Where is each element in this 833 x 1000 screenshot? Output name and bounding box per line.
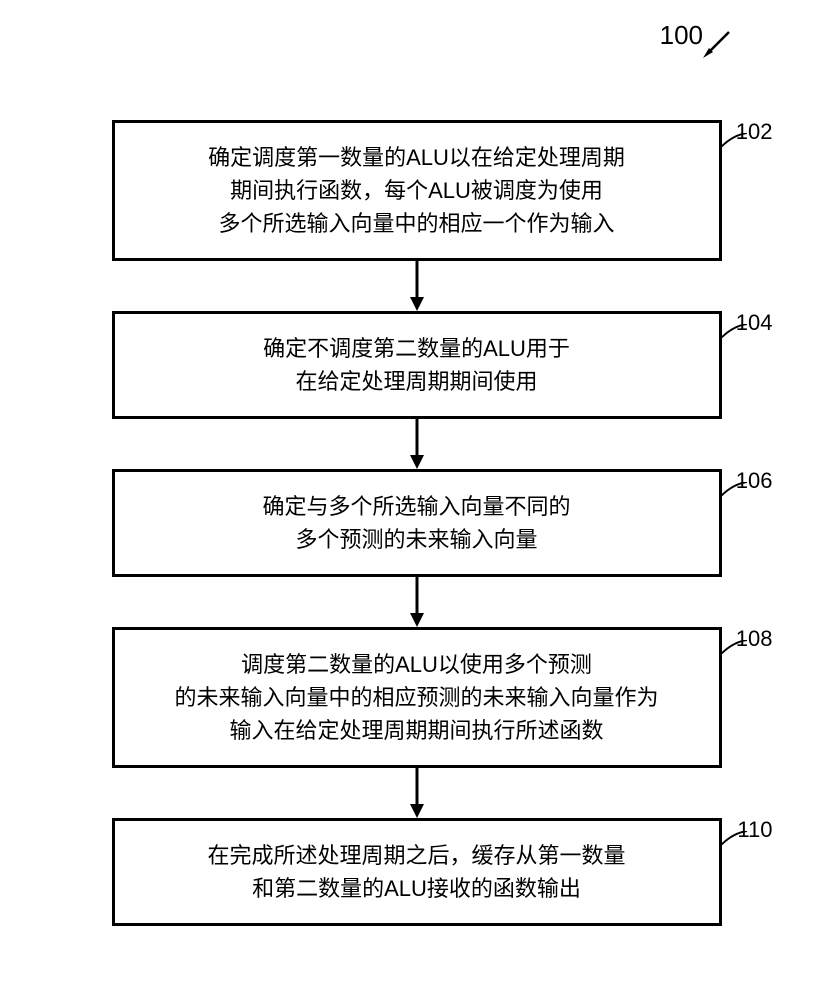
figure-pointer-arrow — [699, 28, 733, 62]
flowchart: 102 确定调度第一数量的ALU以在给定处理周期 期间执行函数，每个ALU被调度… — [60, 120, 773, 926]
flow-node: 108 调度第二数量的ALU以使用多个预测 的未来输入向量中的相应预测的未来输入… — [112, 627, 722, 768]
flow-arrow — [407, 577, 427, 627]
node-id-label: 108 — [736, 622, 773, 655]
node-text: 调度第二数量的ALU以使用多个预测 的未来输入向量中的相应预测的未来输入向量作为… — [135, 648, 699, 747]
flow-node: 104 确定不调度第二数量的ALU用于 在给定处理周期期间使用 — [112, 311, 722, 419]
flow-arrow — [407, 261, 427, 311]
node-id-label: 102 — [736, 115, 773, 148]
flow-node: 110 在完成所述处理周期之后，缓存从第一数量 和第二数量的ALU接收的函数输出 — [112, 818, 722, 926]
flow-node: 102 确定调度第一数量的ALU以在给定处理周期 期间执行函数，每个ALU被调度… — [112, 120, 722, 261]
figure-number: 100 — [660, 20, 703, 51]
node-text: 在完成所述处理周期之后，缓存从第一数量 和第二数量的ALU接收的函数输出 — [135, 839, 699, 905]
node-text: 确定与多个所选输入向量不同的 多个预测的未来输入向量 — [135, 490, 699, 556]
node-id-label: 106 — [736, 464, 773, 497]
flow-arrow — [407, 419, 427, 469]
node-id-label: 104 — [736, 306, 773, 339]
flow-node: 106 确定与多个所选输入向量不同的 多个预测的未来输入向量 — [112, 469, 722, 577]
node-text: 确定不调度第二数量的ALU用于 在给定处理周期期间使用 — [135, 332, 699, 398]
flow-arrow — [407, 768, 427, 818]
node-text: 确定调度第一数量的ALU以在给定处理周期 期间执行函数，每个ALU被调度为使用 … — [135, 141, 699, 240]
node-id-label: 110 — [737, 813, 772, 846]
